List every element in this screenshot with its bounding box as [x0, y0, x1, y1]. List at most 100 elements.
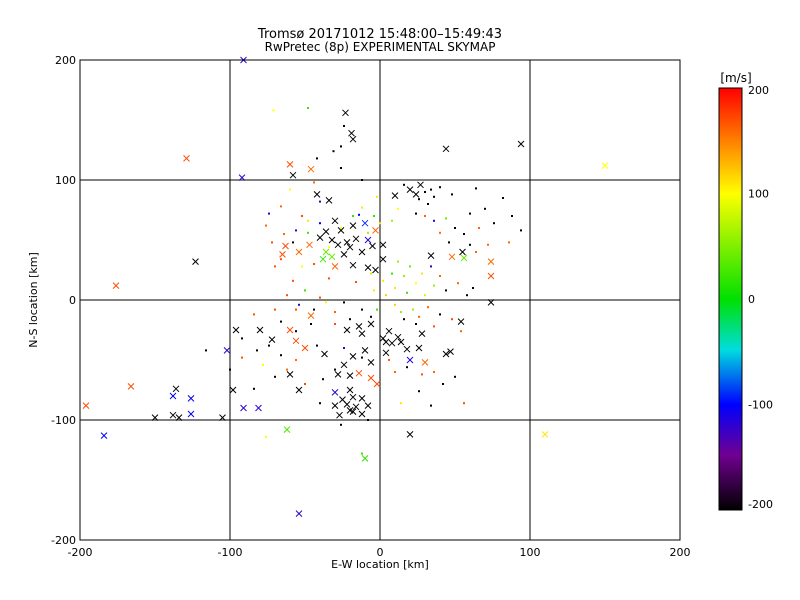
- dot-marker: [451, 318, 453, 321]
- x-marker: [379, 255, 387, 263]
- dot-marker: [292, 279, 294, 282]
- dot-marker: [433, 325, 435, 328]
- dot-marker: [469, 212, 471, 215]
- dot-marker: [418, 198, 420, 201]
- dot-marker: [472, 287, 474, 289]
- dot-marker: [334, 323, 336, 325]
- x-marker: [417, 181, 424, 189]
- plot-frame: [79, 59, 681, 541]
- dot-marker: [253, 387, 255, 390]
- dot-marker: [304, 289, 306, 292]
- x-marker: [361, 455, 369, 462]
- x-tick-label: -100: [218, 546, 243, 559]
- colorbar-gradient: [719, 88, 742, 510]
- x-marker: [187, 410, 195, 418]
- x-tick-label: 100: [520, 546, 541, 559]
- dot-marker: [367, 231, 369, 234]
- dot-marker: [502, 197, 504, 199]
- x-marker: [340, 251, 348, 258]
- x-marker: [232, 326, 240, 334]
- x-marker: [331, 402, 339, 409]
- x-marker: [172, 385, 180, 393]
- dot-marker: [343, 347, 345, 349]
- dot-marker: [391, 272, 393, 275]
- dot-marker: [334, 368, 336, 371]
- x-marker: [460, 254, 468, 262]
- dot-marker: [376, 195, 378, 198]
- dot-marker: [319, 222, 321, 225]
- dot-marker: [415, 212, 417, 215]
- dot-marker: [382, 279, 384, 282]
- chart-title: Tromsø 20171012 15:48:00–15:49:43: [257, 27, 502, 42]
- dot-marker: [406, 366, 408, 369]
- x-tick-label: 0: [377, 546, 384, 559]
- x-marker: [346, 372, 354, 379]
- x-marker: [406, 431, 414, 438]
- dot-marker: [268, 344, 270, 347]
- x-marker: [382, 338, 390, 346]
- dot-marker: [274, 308, 276, 311]
- x-marker: [127, 383, 135, 390]
- dot-marker: [334, 311, 336, 313]
- dot-marker: [313, 263, 315, 265]
- colorbar-tick-label: -200: [748, 498, 773, 511]
- dot-marker: [352, 215, 354, 217]
- colorbar-tick-label: 0: [748, 293, 755, 306]
- dot-marker: [301, 265, 303, 268]
- dot-marker: [388, 359, 390, 361]
- x-marker: [487, 258, 495, 265]
- x-marker: [301, 344, 309, 352]
- x-marker: [361, 219, 369, 227]
- x-marker: [295, 386, 303, 394]
- dot-marker: [415, 323, 417, 325]
- x-marker: [349, 353, 357, 360]
- dot-marker: [475, 251, 477, 253]
- x-marker: [286, 326, 294, 334]
- dot-marker: [400, 402, 402, 405]
- dot-marker: [295, 229, 297, 232]
- dot-marker: [487, 243, 489, 246]
- dot-marker: [271, 241, 273, 244]
- x-marker: [355, 369, 363, 377]
- x-marker: [391, 192, 399, 199]
- x-marker: [238, 174, 246, 181]
- dot-marker: [304, 383, 306, 385]
- x-marker: [364, 236, 372, 244]
- dot-marker: [445, 289, 447, 292]
- dot-marker: [433, 371, 435, 373]
- y-tick-label: 200: [55, 54, 76, 67]
- x-marker: [240, 404, 247, 412]
- dot-marker: [463, 233, 465, 235]
- x-marker: [517, 140, 525, 148]
- dot-marker: [313, 308, 315, 311]
- x-marker: [442, 350, 450, 358]
- dot-marker: [295, 330, 297, 333]
- x-marker: [412, 191, 420, 198]
- x-marker: [418, 330, 426, 337]
- x-marker: [322, 248, 330, 256]
- x-marker: [313, 191, 321, 198]
- x-marker: [442, 145, 450, 153]
- x-marker: [331, 217, 339, 225]
- dot-marker: [511, 215, 513, 217]
- dot-marker: [292, 241, 294, 244]
- colorbar-tick-label: 100: [748, 188, 769, 201]
- x-marker: [331, 263, 339, 270]
- dot-marker: [367, 419, 369, 421]
- x-marker: [282, 242, 289, 250]
- dot-marker: [430, 404, 432, 407]
- dot-marker: [355, 281, 357, 283]
- x-marker: [328, 236, 336, 244]
- x-marker: [325, 197, 333, 204]
- dot-marker: [427, 306, 429, 309]
- x-marker: [352, 235, 360, 243]
- x-marker: [447, 348, 454, 355]
- x-marker: [292, 337, 300, 345]
- dot-marker: [385, 294, 387, 297]
- colorbar-tick-label: 200: [748, 84, 769, 97]
- dot-marker: [316, 157, 318, 160]
- x-marker: [487, 272, 495, 280]
- dot-marker: [421, 272, 423, 275]
- dot-marker: [253, 313, 255, 316]
